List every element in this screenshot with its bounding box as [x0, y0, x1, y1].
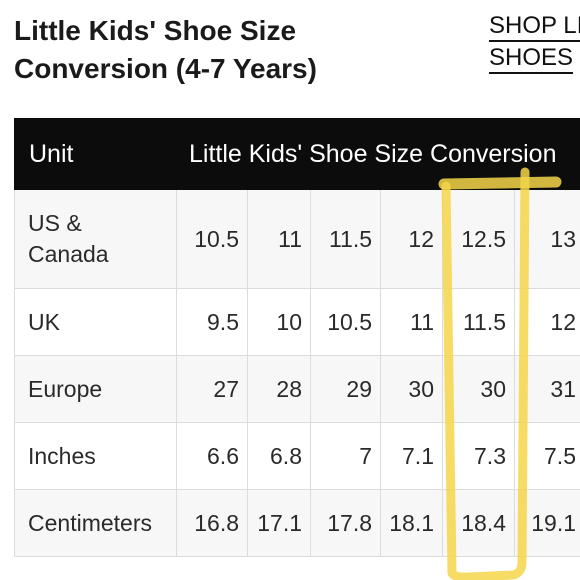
size-cell: 17.8	[310, 489, 381, 557]
page-title: Little Kids' Shoe Size Conversion (4-7 Y…	[14, 15, 317, 84]
size-cell: 18.1	[380, 489, 443, 557]
table-header-row: Unit Little Kids' Shoe Size Conversion	[14, 118, 580, 190]
size-cell: 16.8	[176, 489, 248, 557]
size-cell: 10.5	[176, 189, 248, 289]
shop-link[interactable]: SHOP LI SHOES	[489, 10, 580, 74]
row-label: Europe	[14, 355, 177, 423]
size-cell: 31	[514, 355, 580, 423]
size-cell: 11	[247, 189, 311, 289]
size-cell: 11.5	[310, 189, 381, 289]
table-row: Europe 27 28 29 30 30 31	[14, 355, 580, 423]
size-cell: 6.6	[176, 422, 248, 490]
size-cell: 30	[380, 355, 443, 423]
size-cell: 12	[380, 189, 443, 289]
size-cell: 27	[176, 355, 248, 423]
table-row: Inches 6.6 6.8 7 7.1 7.3 7.5	[14, 422, 580, 490]
size-cell: 10.5	[310, 288, 381, 356]
row-label: Centimeters	[14, 489, 177, 557]
table-row: Centimeters 16.8 17.1 17.8 18.1 18.4 19.1	[14, 489, 580, 557]
size-cell: 7	[310, 422, 381, 490]
size-cell: 17.1	[247, 489, 311, 557]
size-cell: 29	[310, 355, 381, 423]
row-label: UK	[14, 288, 177, 356]
size-cell: 30	[442, 355, 515, 423]
conversion-header: Little Kids' Shoe Size Conversion	[175, 118, 580, 190]
size-cell: 12	[514, 288, 580, 356]
unit-header: Unit	[14, 118, 177, 190]
row-label: Inches	[14, 422, 177, 490]
row-label: US & Canada	[14, 189, 177, 289]
size-cell: 13	[514, 189, 580, 289]
size-cell: 12.5	[442, 189, 515, 289]
shop-link-line-2: SHOES	[489, 44, 574, 74]
table-row: US & Canada 10.5 11 11.5 12 12.5 13	[14, 189, 580, 289]
size-cell: 11.5	[442, 288, 515, 356]
size-cell: 28	[247, 355, 311, 423]
shop-link-line-1: SHOP LI	[489, 12, 580, 42]
table-row: UK 9.5 10 10.5 11 11.5 12	[14, 288, 580, 356]
size-cell: 7.3	[442, 422, 515, 490]
size-conversion-table: Unit Little Kids' Shoe Size Conversion U…	[14, 118, 580, 580]
size-cell: 7.5	[514, 422, 580, 490]
size-cell: 7.1	[380, 422, 443, 490]
size-cell: 9.5	[176, 288, 248, 356]
size-cell: 6.8	[247, 422, 311, 490]
size-cell: 10	[247, 288, 311, 356]
size-cell: 19.1	[514, 489, 580, 557]
size-cell: 18.4	[442, 489, 515, 557]
size-cell: 11	[380, 288, 443, 356]
